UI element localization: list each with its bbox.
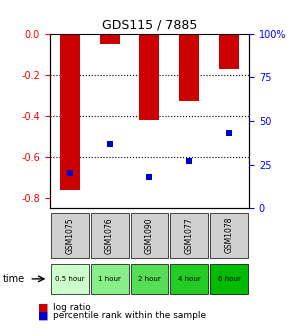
FancyBboxPatch shape (91, 213, 129, 258)
FancyBboxPatch shape (51, 264, 89, 294)
Text: GSM1078: GSM1078 (225, 217, 234, 253)
Point (147, 174, 152, 179)
Point (227, 130, 231, 136)
FancyBboxPatch shape (170, 264, 208, 294)
FancyBboxPatch shape (91, 264, 129, 294)
Text: ■: ■ (38, 311, 49, 321)
FancyBboxPatch shape (170, 213, 208, 258)
Bar (179, 34, 199, 101)
FancyBboxPatch shape (51, 213, 89, 258)
Point (107, 141, 112, 146)
Text: percentile rank within the sample: percentile rank within the sample (53, 311, 206, 320)
Bar (60, 34, 80, 190)
Bar (219, 34, 239, 69)
Title: GDS115 / 7885: GDS115 / 7885 (102, 18, 197, 31)
Text: ■: ■ (38, 302, 49, 312)
FancyBboxPatch shape (130, 264, 168, 294)
Text: GSM1090: GSM1090 (145, 217, 154, 254)
Bar (100, 34, 120, 44)
Point (67, 171, 72, 176)
FancyBboxPatch shape (210, 213, 248, 258)
Text: GSM1076: GSM1076 (105, 217, 114, 254)
Text: GSM1077: GSM1077 (185, 217, 194, 254)
Text: 1 hour: 1 hour (98, 276, 121, 282)
Text: 2 hour: 2 hour (138, 276, 161, 282)
Text: 0.5 hour: 0.5 hour (55, 276, 84, 282)
Text: time: time (3, 274, 25, 284)
Text: GSM1075: GSM1075 (65, 217, 74, 254)
Bar (139, 34, 159, 120)
FancyBboxPatch shape (130, 213, 168, 258)
FancyBboxPatch shape (210, 264, 248, 294)
Text: 4 hour: 4 hour (178, 276, 201, 282)
Text: 6 hour: 6 hour (218, 276, 241, 282)
Text: log ratio: log ratio (53, 303, 91, 312)
Point (187, 159, 192, 164)
